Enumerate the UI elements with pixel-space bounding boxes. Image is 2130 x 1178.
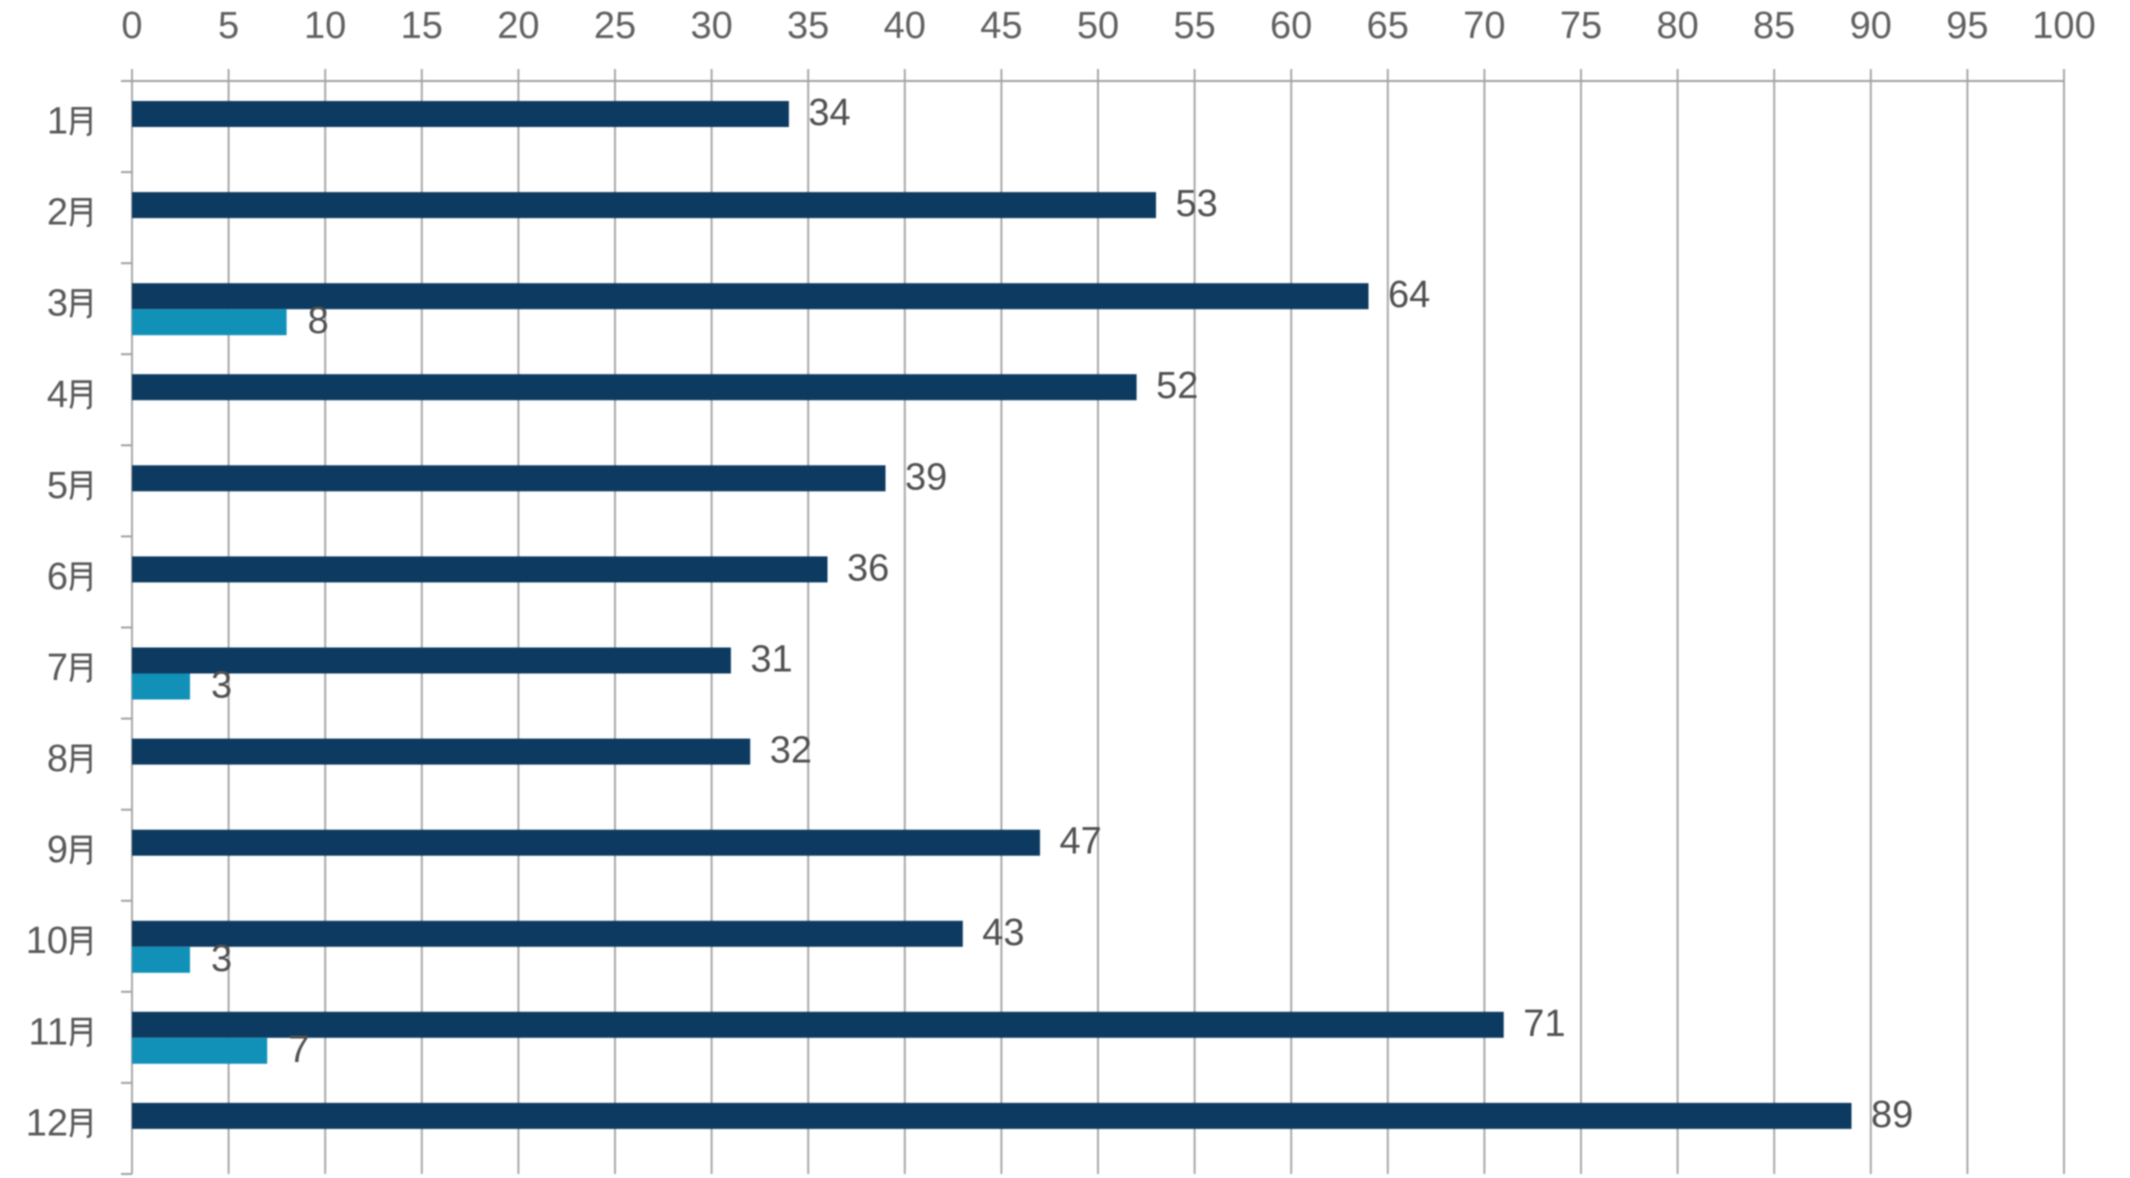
svg-text:8: 8 <box>308 300 329 342</box>
svg-text:3: 3 <box>211 938 232 980</box>
svg-text:15: 15 <box>401 5 443 47</box>
svg-text:9: 9 <box>47 829 68 871</box>
svg-text:4: 4 <box>47 374 68 416</box>
svg-text:1: 1 <box>47 101 68 143</box>
svg-text:70: 70 <box>1463 5 1505 47</box>
svg-text:50: 50 <box>1077 5 1119 47</box>
svg-text:10: 10 <box>304 5 346 47</box>
svg-text:52: 52 <box>1156 365 1198 407</box>
svg-text:65: 65 <box>1367 5 1409 47</box>
svg-text:2: 2 <box>47 192 68 234</box>
svg-text:11: 11 <box>29 1011 68 1053</box>
svg-text:60: 60 <box>1270 5 1312 47</box>
svg-text:53: 53 <box>1176 183 1218 225</box>
svg-text:3: 3 <box>211 665 232 707</box>
svg-text:36: 36 <box>847 547 889 589</box>
svg-text:47: 47 <box>1060 821 1102 863</box>
svg-text:43: 43 <box>982 912 1024 954</box>
svg-text:64: 64 <box>1388 274 1430 316</box>
svg-text:75: 75 <box>1560 5 1602 47</box>
svg-text:39: 39 <box>905 456 947 498</box>
svg-text:10: 10 <box>26 920 68 962</box>
svg-text:31: 31 <box>750 639 792 681</box>
svg-text:35: 35 <box>787 5 829 47</box>
svg-text:3: 3 <box>47 283 68 325</box>
svg-text:45: 45 <box>980 5 1022 47</box>
svg-text:80: 80 <box>1656 5 1698 47</box>
svg-text:6: 6 <box>47 556 68 598</box>
svg-text:5: 5 <box>218 5 239 47</box>
svg-text:0: 0 <box>121 5 142 47</box>
svg-text:7: 7 <box>47 647 68 689</box>
svg-text:12: 12 <box>26 1102 68 1144</box>
svg-text:40: 40 <box>884 5 926 47</box>
svg-text:89: 89 <box>1871 1094 1913 1136</box>
svg-text:90: 90 <box>1850 5 1892 47</box>
svg-text:71: 71 <box>1523 1003 1565 1045</box>
svg-text:25: 25 <box>594 5 636 47</box>
svg-text:8: 8 <box>47 738 68 780</box>
svg-text:34: 34 <box>808 92 850 134</box>
svg-text:32: 32 <box>770 730 812 772</box>
svg-text:55: 55 <box>1173 5 1215 47</box>
svg-text:30: 30 <box>690 5 732 47</box>
svg-text:7: 7 <box>288 1029 309 1071</box>
svg-text:95: 95 <box>1946 5 1988 47</box>
svg-text:100: 100 <box>2032 5 2095 47</box>
svg-text:20: 20 <box>497 5 539 47</box>
svg-text:85: 85 <box>1753 5 1795 47</box>
svg-text:5: 5 <box>47 465 68 507</box>
